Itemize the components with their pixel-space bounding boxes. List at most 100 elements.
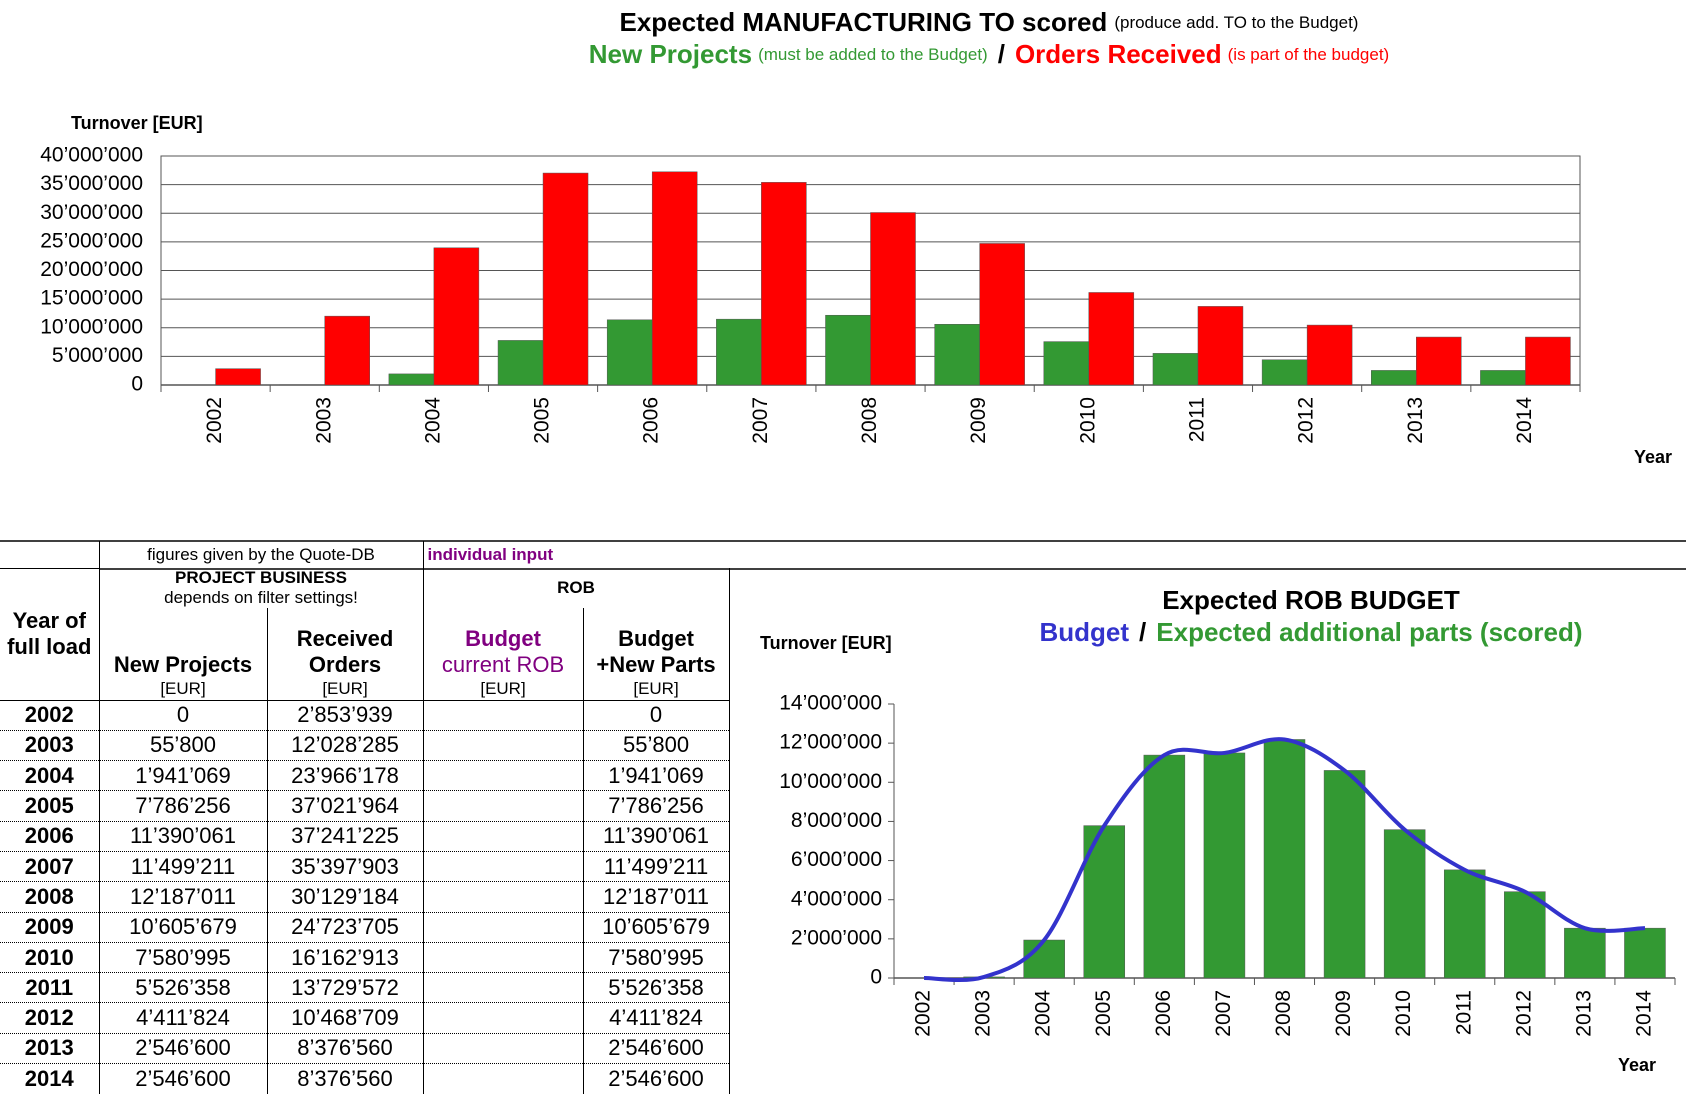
x-tick-label: 2008 [858,397,881,444]
unit-cell: [EUR] [422,678,584,700]
legend: Budget / Expected additional parts (scored… [1040,617,1583,647]
bar [542,172,589,386]
table-row: New Projects Received Orders Budget current … [0,608,730,678]
header-cell: Received Orders [266,608,424,678]
bar [388,373,435,386]
year-cell: 2009 [0,911,100,943]
value-cell: 7’786’256 [582,790,730,822]
x-tick-label: 2009 [967,397,990,444]
value-cell: 5’526’358 [99,972,267,1003]
table-row: [EUR] [EUR] [EUR] [EUR] [0,678,730,700]
bar [1152,353,1199,386]
value-cell: 2’853’939 [266,699,424,731]
legend-entry: Budget [1040,617,1130,647]
header-text: PROJECT BUSINESS [175,568,347,587]
table-row: 2002 0 2’853’939 0 [0,699,730,731]
table-row: Year of full load PROJECT BUSINESS depends … [0,567,730,700]
bar [215,368,261,386]
bar [1416,336,1462,386]
x-tick-label: 2011 [1186,397,1209,442]
value-cell: 11’390’061 [99,820,267,852]
table-row: 2006 11’390’061 37’241’225 11’390’061 [0,820,730,852]
bar [1624,927,1666,979]
title-text: Expected MANUFACTURING TO scored [620,7,1108,37]
bar [1023,939,1065,979]
cell [0,541,100,568]
header-cell: ROB [422,568,730,608]
value-cell [422,1063,584,1094]
x-tick-label: 2012 [1512,990,1535,1037]
value-cell: 4’411’824 [582,1002,730,1034]
table-row: 2010 7’580’995 16’162’913 7’580’995 [0,941,730,973]
x-tick-label: 2012 [1295,397,1318,444]
title-text: Expected ROB BUDGET [1162,585,1460,615]
value-cell [422,941,584,973]
x-tick-label: 2007 [1212,990,1235,1037]
table-row: 2014 2’546’600 8’376’560 2’546’600 [0,1063,730,1094]
header-cell: Year of full load [0,567,100,700]
x-tick-label: 2013 [1404,397,1427,444]
bar [761,182,807,386]
bar [1443,869,1486,979]
value-cell: 35’397’903 [266,850,424,882]
legend-note: (is part of the budget) [1228,45,1390,64]
line [923,737,1646,982]
value-cell: 23’966’178 [266,760,424,791]
value-cell [422,699,584,731]
y-tick-label: 2’000’000 [791,926,882,949]
legend-note: (must be added to the Budget) [758,45,988,64]
table-row: 2013 2’546’600 8’376’560 2’546’600 [0,1032,730,1064]
value-cell: 37’021’964 [266,790,424,822]
x-tick-label: 2003 [312,397,335,444]
header-cell: Budget current ROB [422,608,584,678]
x-tick-label: 2011 [1452,990,1475,1035]
x-tick-label: 2006 [640,397,663,444]
header-text: +New Parts [596,652,716,677]
bar [1203,752,1246,979]
value-cell [422,1002,584,1034]
value-cell: 7’580’995 [99,941,267,973]
unit-cell: [EUR] [266,678,424,700]
x-tick-label: 2004 [421,397,444,444]
y-tick-label: 12’000’000 [779,731,882,754]
year-cell: 2005 [0,790,100,822]
y-tick-label: 0 [870,966,882,989]
year-cell: 2012 [0,1002,100,1034]
x-axis-label: Year [1634,447,1672,467]
y-tick-label: 5’000’000 [52,344,143,367]
value-cell: 24’723’705 [266,911,424,943]
legend-entry: New Projects [589,39,752,69]
value-cell: 8’376’560 [266,1032,424,1064]
bar [1261,359,1308,386]
value-cell: 2’546’600 [99,1032,267,1064]
x-tick-label: 2002 [912,990,935,1037]
value-cell: 10’605’679 [99,911,267,943]
y-tick-label: 35’000’000 [40,172,143,195]
bar [870,212,916,386]
value-cell [422,760,584,791]
value-cell: 13’729’572 [266,972,424,1003]
value-cell: 5’526’358 [582,972,730,1003]
bar [324,315,370,386]
x-tick-label: 2009 [1332,990,1355,1037]
y-tick-label: 6’000’000 [791,848,882,871]
table-row: 2003 55’800 12’028’285 55’800 [0,729,730,761]
bar [1504,891,1546,979]
bar [934,324,980,386]
table-row: 2012 4’411’824 10’468’709 4’411’824 [0,1002,730,1034]
value-cell: 11’390’061 [582,820,730,852]
value-cell: 37’241’225 [266,820,424,852]
unit-cell: [EUR] [160,678,206,698]
value-cell: 55’800 [582,729,730,761]
legend-separator: / [998,39,1005,69]
value-cell: 2’546’600 [582,1032,730,1064]
y-tick-label: 4’000’000 [791,887,882,910]
header-cell: PROJECT BUSINESS depends on filter settin… [99,568,423,608]
y-tick-label: 14’000’000 [779,692,882,715]
bar [1306,324,1353,386]
value-cell: 0 [99,699,267,731]
chart-title: Expected MANUFACTURING TO scored (produce… [620,7,1359,37]
header-text: Budget [465,626,541,651]
bar [1263,739,1306,979]
y-tick-label: 20’000’000 [40,258,143,281]
